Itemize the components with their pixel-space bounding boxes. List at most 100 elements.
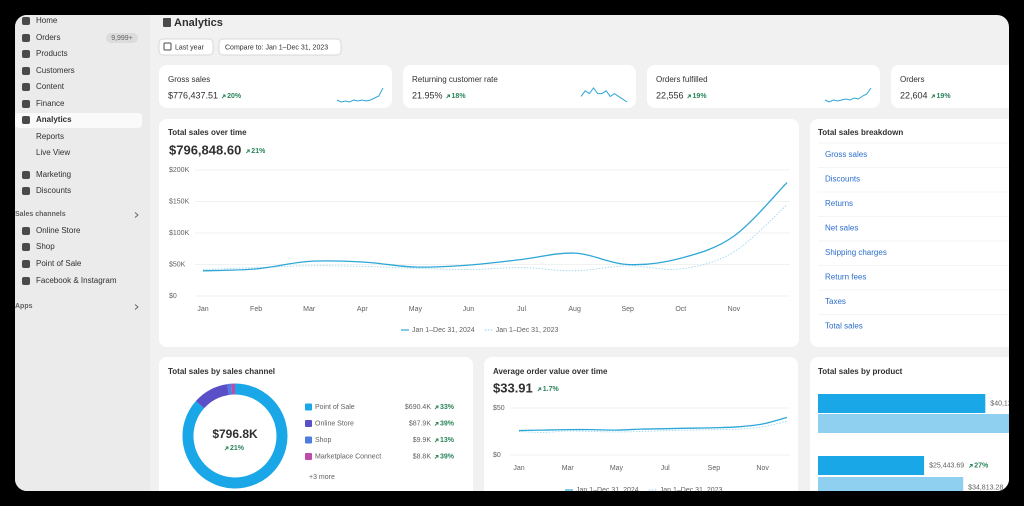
breakdown-item[interactable]: Shipping charges — [825, 248, 887, 257]
y-tick-label: $150K — [169, 198, 190, 205]
x-tick-label: Feb — [250, 306, 262, 313]
chevron — [134, 212, 139, 218]
change: 19% — [937, 93, 952, 100]
x-tick-label: Jul — [517, 306, 526, 313]
nav-item[interactable]: Facebook & Instagram — [36, 276, 117, 285]
change: 13% — [440, 437, 455, 444]
kpi-value: 22,556 — [656, 90, 684, 100]
y-tick-label: $50 — [493, 405, 505, 412]
nav-item[interactable]: Home — [36, 16, 58, 25]
page-title: Analytics — [174, 17, 223, 29]
breakdown-item[interactable]: Total sales — [825, 322, 863, 331]
up-arrow — [687, 94, 691, 99]
change: 39% — [440, 420, 455, 427]
date-button-label[interactable]: Last year — [175, 44, 204, 51]
nav-item[interactable]: Shop — [36, 242, 55, 251]
nav-item[interactable]: Online Store — [36, 226, 81, 235]
kpi-card[interactable] — [647, 65, 880, 108]
x-tick-label: May — [409, 306, 423, 313]
breakdown-item[interactable]: Discounts — [825, 175, 860, 184]
nav-item[interactable]: Products — [36, 49, 68, 58]
compare-button-label[interactable]: Compare to: Jan 1–Dec 31, 2023 — [225, 44, 328, 51]
bar — [818, 394, 986, 413]
badge — [106, 33, 138, 43]
kpi-value: 22,604 — [900, 90, 928, 100]
kpi-name: Returning customer rate — [412, 75, 498, 84]
breakdown-item[interactable]: Returns — [825, 199, 853, 208]
chart-value: $796,848.60 — [169, 142, 241, 157]
card-title: Average order value over time — [493, 367, 608, 376]
channel-value: $87.9K — [409, 420, 432, 427]
sidebar — [15, 15, 150, 491]
legend-swatch — [305, 453, 312, 460]
nav-icon — [22, 50, 30, 58]
channel-card — [159, 357, 473, 491]
nav-item[interactable]: Marketing — [36, 170, 71, 179]
nav-icon — [22, 34, 30, 42]
x-tick-label: Jun — [463, 306, 474, 313]
up-arrow — [434, 438, 439, 443]
nav-item[interactable]: Orders — [36, 33, 60, 42]
nav-icon — [22, 227, 30, 235]
nav-item[interactable]: Customers — [36, 66, 75, 75]
nav-icon — [22, 243, 30, 251]
nav-item[interactable]: Discounts — [36, 186, 71, 195]
nav-item[interactable]: Analytics — [36, 115, 72, 124]
kpi-card[interactable] — [159, 65, 392, 108]
sparkline — [580, 87, 628, 103]
nav-item[interactable]: Finance — [36, 99, 65, 108]
chevron — [134, 304, 139, 310]
nav-item[interactable]: Content — [36, 82, 65, 91]
date-button[interactable] — [158, 38, 214, 56]
kpi-card[interactable] — [891, 65, 1024, 108]
x-tick-label: Mar — [562, 465, 575, 472]
app: Analytics Last year Compare to: Jan 1–De… — [15, 15, 1024, 494]
change: 19% — [693, 93, 708, 100]
y-tick-label: $0 — [169, 293, 177, 300]
change: 18% — [452, 93, 467, 100]
change: 20% — [227, 93, 242, 100]
bar — [818, 414, 1009, 433]
up-arrow — [537, 387, 542, 392]
nav-icon — [22, 260, 30, 268]
y-tick-label: $100K — [169, 230, 190, 237]
analytics-icon — [163, 18, 171, 27]
card-title: Total sales over time — [168, 128, 247, 137]
series-line — [518, 416, 788, 432]
x-tick-label: Mar — [303, 306, 316, 313]
breakdown-item[interactable]: Taxes — [825, 297, 846, 306]
nav-item[interactable]: Reports — [36, 132, 64, 141]
y-tick-label: $200K — [169, 167, 190, 174]
x-tick-label: Jan — [197, 306, 208, 313]
breakdown-item[interactable]: Net sales — [825, 224, 858, 233]
channel-value: $9.9K — [413, 437, 432, 444]
bar-label: $40,12 — [990, 400, 1012, 407]
channel-name: Point of Sale — [315, 404, 355, 411]
x-tick-label: Apr — [357, 306, 369, 313]
nav-selected — [15, 113, 142, 128]
badge-label: 9,999+ — [111, 35, 133, 42]
change: 39% — [440, 453, 455, 460]
kpi-card[interactable] — [403, 65, 636, 108]
nav-item[interactable]: Point of Sale — [36, 259, 82, 268]
change: 33% — [440, 404, 455, 411]
up-arrow — [245, 149, 250, 154]
breakdown-item[interactable]: Return fees — [825, 273, 866, 282]
breakdown-item[interactable]: Gross sales — [825, 150, 867, 159]
donut-change: 21% — [230, 445, 245, 452]
nav-icon — [22, 100, 30, 108]
kpi-name: Gross sales — [168, 75, 210, 84]
donut-segment — [195, 384, 230, 409]
nav-item[interactable]: Live View — [36, 148, 70, 157]
x-tick-label: Sep — [621, 306, 634, 313]
donut-total: $796.8K — [212, 427, 258, 441]
up-arrow — [434, 405, 439, 410]
x-tick-label: Sep — [708, 465, 721, 472]
compare-button[interactable] — [218, 38, 342, 56]
bar — [818, 477, 964, 491]
legend-label: Jan 1–Dec 31, 2023 — [660, 487, 723, 494]
more-link[interactable]: +3 more — [309, 474, 335, 481]
y-tick-label: $50K — [169, 261, 186, 268]
series-line — [202, 204, 788, 272]
